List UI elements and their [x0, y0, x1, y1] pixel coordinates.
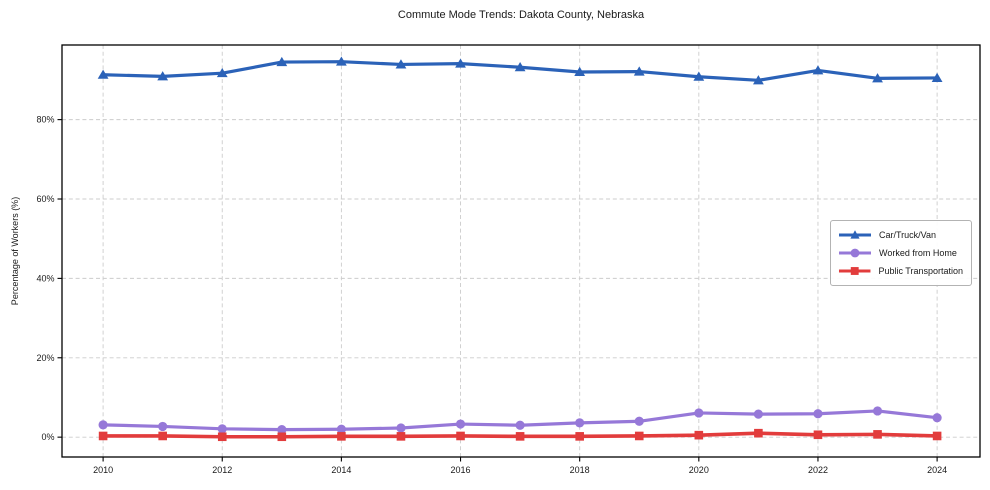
data-point-marker	[515, 432, 525, 441]
legend-label: Worked from Home	[879, 248, 957, 258]
chart-title: Commute Mode Trends: Dakota County, Nebr…	[397, 9, 645, 21]
x-tick-label: 2022	[808, 465, 828, 475]
x-tick-label: 2010	[93, 465, 113, 475]
x-tick-label: 2018	[570, 465, 590, 475]
data-point-marker	[157, 71, 169, 81]
data-point-marker	[872, 73, 883, 83]
data-point-marker	[396, 423, 406, 433]
data-point-marker	[575, 418, 585, 428]
data-point-marker	[277, 432, 287, 442]
data-point-marker	[931, 72, 943, 82]
data-point-marker	[574, 66, 586, 76]
data-point-marker	[158, 421, 168, 432]
data-point-marker	[633, 66, 645, 76]
legend-item-worked-from-home: Worked from Home	[838, 244, 963, 262]
data-point-marker	[514, 62, 526, 72]
y-tick-label: 60%	[36, 194, 54, 204]
data-point-marker	[694, 408, 704, 418]
data-point-marker	[812, 65, 824, 75]
series-public-transportation	[98, 428, 942, 442]
data-point-marker	[217, 432, 227, 442]
data-point-marker	[754, 428, 763, 438]
data-point-marker	[575, 432, 584, 441]
data-point-marker	[872, 406, 883, 416]
data-point-marker	[337, 432, 346, 441]
data-point-marker	[98, 431, 108, 441]
data-point-marker	[515, 420, 525, 430]
data-point-marker	[277, 425, 287, 435]
data-point-marker	[276, 56, 288, 67]
data-point-marker	[217, 424, 227, 434]
tick-marks	[57, 119, 938, 462]
data-point-marker	[395, 59, 407, 69]
data-point-marker	[813, 430, 823, 440]
data-point-marker	[216, 67, 228, 78]
series-worked-from-home	[98, 406, 942, 435]
data-point-marker	[634, 431, 644, 441]
legend-label: Public Transportation	[878, 266, 963, 276]
data-point-marker	[932, 413, 942, 423]
data-point-marker	[634, 416, 644, 426]
y-tick-label: 20%	[36, 353, 54, 363]
tick-labels: 2010 2012 2014 2016 2018 2020 2022 2024 0% 20% 40%…	[36, 115, 947, 475]
triangle-marker-icon	[839, 230, 871, 239]
data-point-marker	[694, 430, 704, 440]
x-tick-label: 2016	[451, 465, 471, 475]
legend-label: Car/Truck/Van	[879, 230, 937, 240]
data-point-marker	[396, 432, 406, 441]
data-point-marker	[753, 409, 763, 419]
y-tick-label: 0%	[41, 432, 54, 442]
data-point-marker	[455, 419, 466, 429]
x-tick-label: 2024	[927, 465, 947, 475]
data-point-marker	[336, 424, 346, 434]
x-tick-label: 2014	[331, 465, 351, 475]
data-point-marker	[335, 56, 347, 66]
series-car-truck-van	[97, 56, 943, 85]
data-point-marker	[813, 409, 823, 419]
data-point-marker	[455, 58, 466, 68]
data-point-marker	[693, 71, 705, 81]
data-point-marker	[97, 69, 109, 79]
square-marker-icon	[838, 267, 871, 275]
legend-item-public-transportation: Public Transportation	[838, 262, 963, 280]
data-point-marker	[932, 431, 942, 441]
x-tick-label: 2020	[689, 465, 709, 475]
data-point-marker	[456, 431, 465, 441]
plot-border	[61, 44, 981, 458]
circle-marker-icon	[839, 248, 871, 258]
y-tick-label: 80%	[36, 115, 54, 125]
x-tick-label: 2012	[212, 465, 232, 475]
data-point-marker	[873, 430, 882, 439]
legend-item-car-truck-van: Car/Truck/Van	[838, 226, 963, 244]
data-point-marker	[752, 75, 764, 85]
y-tick-label: 40%	[36, 273, 54, 283]
legend: Car/Truck/Van Worked from Home Public Tran…	[830, 220, 972, 286]
data-point-marker	[158, 431, 167, 441]
data-point-marker	[98, 420, 108, 430]
